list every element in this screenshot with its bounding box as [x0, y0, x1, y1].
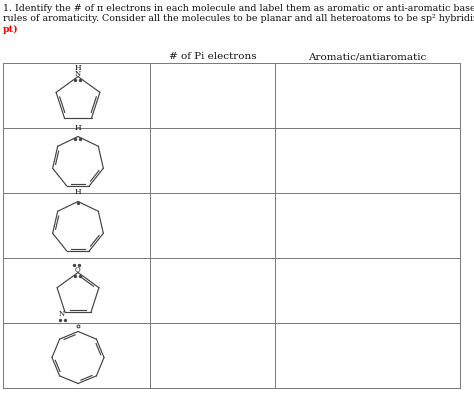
- Text: N: N: [59, 310, 65, 318]
- Text: O: O: [75, 265, 81, 274]
- Text: N: N: [75, 70, 81, 78]
- Text: 1. Identify the # of π electrons in each molecule and label them as aromatic or : 1. Identify the # of π electrons in each…: [3, 4, 474, 13]
- Text: H: H: [75, 63, 82, 72]
- Text: # of Pi electrons: # of Pi electrons: [169, 52, 256, 61]
- Text: H: H: [75, 124, 82, 131]
- Text: H: H: [75, 188, 82, 196]
- Text: pt): pt): [3, 25, 18, 34]
- Text: Aromatic/antiaromatic: Aromatic/antiaromatic: [309, 52, 427, 61]
- Text: rules of aromaticity. Consider all the molecules to be planar and all heteroatom: rules of aromaticity. Consider all the m…: [3, 14, 474, 23]
